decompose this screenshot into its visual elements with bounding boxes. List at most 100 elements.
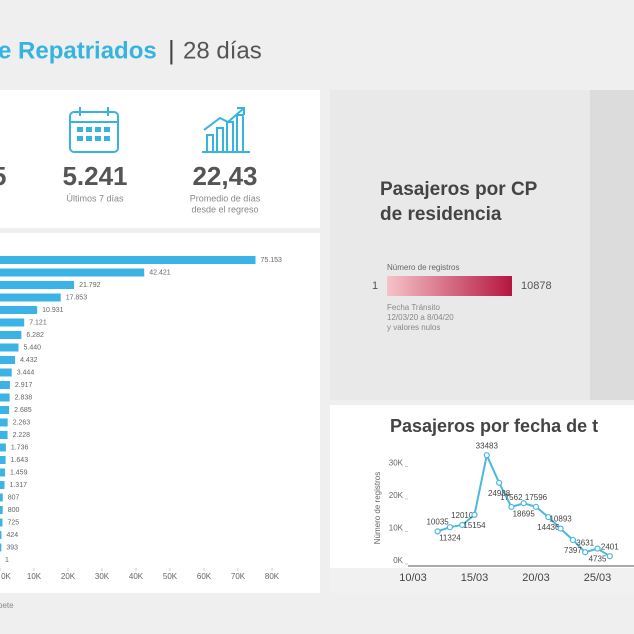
- y-tick-label: 0K: [393, 556, 403, 565]
- line-point: [483, 452, 490, 459]
- bar-value-label: 75.153: [261, 257, 283, 264]
- map-panel: [330, 90, 634, 400]
- legend-max: 10878: [521, 280, 552, 292]
- point-label: 24988: [488, 489, 511, 498]
- bar-value-label: 2.685: [14, 407, 32, 414]
- bar-value-label: 725: [7, 519, 19, 526]
- legend-note: y valores nulos: [387, 323, 440, 332]
- point-label: 7397: [564, 546, 582, 555]
- bar: [0, 493, 3, 502]
- point-label: 17596: [525, 493, 548, 502]
- line-title: Pasajeros por fecha de t: [390, 416, 598, 436]
- y-tick-label: 30K: [389, 459, 404, 468]
- kpi-value: 5: [0, 161, 6, 191]
- line-point: [496, 479, 503, 486]
- x-tick-label: 70K: [231, 572, 246, 581]
- x-tick-label: 25/03: [584, 572, 612, 584]
- kpi-label: Promedio de días: [190, 193, 261, 203]
- bar: [0, 481, 5, 489]
- bar: [0, 518, 3, 527]
- point-label: 10893: [549, 515, 572, 524]
- bar-value-label: 2.838: [15, 394, 33, 401]
- header-subtitle: 28 días: [183, 37, 262, 64]
- x-tick-label: 60K: [197, 572, 212, 581]
- bar-value-label: 5.440: [23, 344, 41, 351]
- x-tick-label: 0K: [1, 572, 11, 581]
- point-label: 3631: [576, 538, 594, 547]
- kpi-value: 5.241: [62, 161, 127, 191]
- bar: [0, 256, 256, 264]
- kpi-value: 22,43: [192, 161, 257, 191]
- point-label: 17562: [500, 493, 523, 502]
- bar: [0, 268, 145, 277]
- x-tick-label: 80K: [265, 572, 280, 581]
- bar: [0, 393, 10, 402]
- line-point: [471, 511, 478, 518]
- line-point: [459, 521, 466, 529]
- bar-panel: [0, 233, 320, 593]
- bar: [0, 431, 8, 439]
- bar-value-label: 807: [8, 494, 20, 501]
- bar-value-label: 1.736: [11, 444, 29, 451]
- bar: [0, 406, 10, 414]
- bar: [0, 356, 16, 364]
- line-panel: [330, 405, 634, 593]
- line-point: [594, 545, 601, 552]
- bar-value-label: 4.432: [20, 357, 38, 364]
- y-tick-label: 20K: [389, 491, 404, 500]
- x-tick-label: 20/03: [522, 572, 550, 584]
- bar-value-label: 2.228: [13, 432, 31, 439]
- bar: [0, 531, 2, 539]
- point-label: 2401: [601, 542, 619, 551]
- legend-note: Fecha Tránsito: [387, 303, 440, 312]
- bar-value-label: 1: [5, 557, 9, 564]
- kpi-label: desde el regreso: [191, 204, 258, 214]
- line-point: [434, 528, 441, 535]
- legend-min: 1: [372, 280, 378, 292]
- header-separator: |: [168, 35, 175, 65]
- bar: [0, 293, 61, 302]
- bar: [0, 456, 6, 464]
- bar-value-label: 1.459: [10, 469, 28, 476]
- bar-value-label: 10.931: [42, 307, 64, 314]
- point-label: 33483: [476, 441, 499, 450]
- point-label: 18695: [513, 509, 536, 518]
- x-tick-label: 10K: [27, 572, 42, 581]
- point-label: 14436: [537, 523, 560, 532]
- bar: [0, 443, 6, 452]
- bar: [0, 418, 8, 427]
- bar: [0, 331, 22, 339]
- x-tick-label: 15/03: [461, 572, 489, 584]
- bar: [0, 343, 19, 352]
- bar-value-label: 17.853: [66, 294, 88, 301]
- bar: [0, 381, 10, 389]
- line-point: [532, 503, 540, 510]
- x-tick-label: 40K: [129, 572, 144, 581]
- bar-value-label: 21.792: [79, 282, 101, 289]
- header-title: e Repatriados: [0, 37, 157, 64]
- line-point: [569, 536, 577, 544]
- bar-value-label: 7.121: [29, 319, 47, 326]
- point-label: 12010: [451, 511, 474, 520]
- point-label: 11324: [439, 533, 461, 542]
- line-axis-band: [330, 568, 634, 593]
- bar-value-label: 393: [6, 544, 18, 551]
- bar-value-label: 2.263: [13, 419, 31, 426]
- point-label: 15154: [463, 521, 486, 530]
- point-label: 4735: [589, 555, 607, 564]
- line-point: [606, 553, 613, 560]
- line-point: [582, 549, 589, 556]
- bar-value-label: 800: [8, 507, 20, 514]
- x-tick-label: 20K: [61, 572, 76, 581]
- bar: [0, 306, 38, 314]
- calendar-icon: [69, 107, 119, 153]
- legend-title: Número de registros: [387, 263, 459, 272]
- footer-note: pete: [0, 601, 14, 610]
- map-title: Pasajeros por CP: [380, 179, 538, 200]
- line-point: [557, 525, 564, 532]
- bar-value-label: 1.643: [11, 457, 29, 464]
- legend-note: 12/03/20 a 8/04/20: [387, 313, 454, 322]
- bar: [0, 281, 75, 289]
